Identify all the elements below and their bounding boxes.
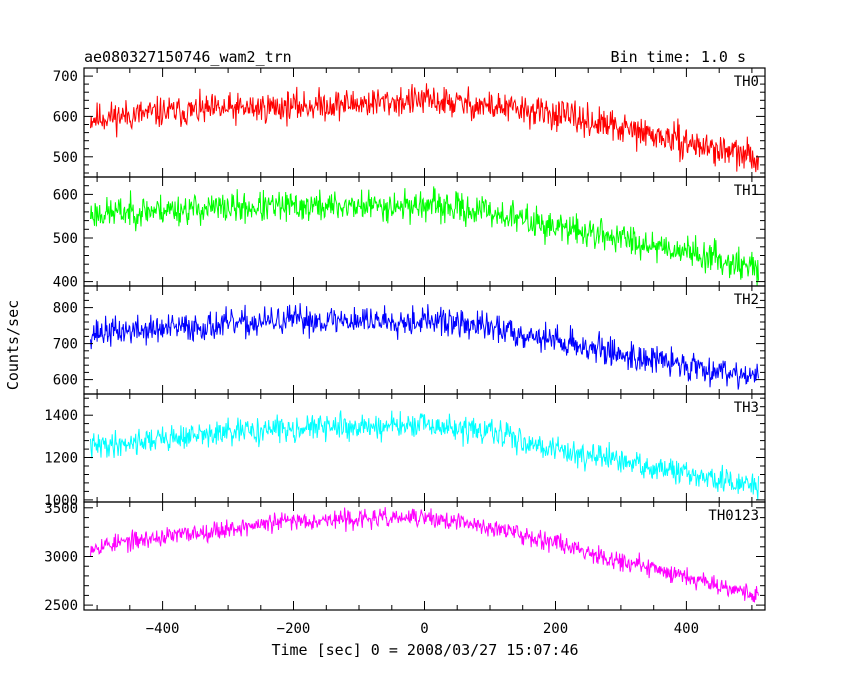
x-tick-label: 400	[674, 621, 699, 637]
y-tick-label: 3000	[44, 550, 78, 566]
y-tick-label: 500	[53, 231, 78, 247]
panel-th1: 400 500 600 TH1	[53, 176, 766, 291]
panel-frame	[83, 285, 766, 395]
panel-th3: 1000 1200 1400 TH3	[44, 393, 766, 509]
y-tick-label: 700	[53, 69, 78, 85]
panel-label: TH0	[734, 74, 759, 90]
panel-label: TH3	[734, 400, 759, 416]
x-axis-label: Time [sec] 0 = 2008/03/27 15:07:46	[271, 641, 578, 659]
y-tick-label: 600	[53, 187, 78, 203]
panel-label: TH2	[734, 292, 759, 308]
panel-frame	[83, 393, 766, 503]
y-tick-label: 700	[53, 337, 78, 353]
panel-th0: 500 600 700 TH0	[53, 67, 766, 178]
y-tick-label: 1200	[44, 451, 78, 467]
series-line-th1	[90, 186, 759, 287]
panel-label: TH0123	[708, 508, 759, 524]
x-tick-label: 0	[420, 621, 428, 637]
y-tick-label: 600	[53, 373, 78, 389]
y-tick-label: 500	[53, 150, 78, 166]
series-line-th3	[90, 410, 759, 500]
bin-time-label: Bin time: 1.0 s	[611, 48, 746, 66]
chart-title: ae080327150746_wam2_trn	[84, 48, 292, 66]
y-axis-label: Counts/sec	[4, 300, 22, 390]
panel-th2: 600 700 800 TH2	[53, 285, 766, 395]
y-tick-label: 600	[53, 109, 78, 125]
y-tick-label: 3500	[44, 501, 78, 517]
panel-frame	[83, 176, 766, 287]
series-line-th0	[90, 83, 759, 173]
series-line-th2	[90, 303, 759, 390]
x-tick-label: 200	[543, 621, 568, 637]
x-tick-label: −200	[277, 621, 311, 637]
panel-th0123: 2500 3000 3500 TH0123	[44, 501, 766, 614]
series-line-th0123	[90, 507, 759, 603]
x-tick-label: −400	[146, 621, 180, 637]
y-tick-label: 1000	[44, 493, 78, 509]
y-tick-label: 1400	[44, 408, 78, 424]
panels: 500 600 700 TH0 400 500 600 TH1 600 700 800 TH2 1000…	[44, 67, 766, 637]
y-tick-label: 400	[53, 275, 78, 291]
y-tick-label: 800	[53, 301, 78, 317]
y-tick-label: 2500	[44, 598, 78, 614]
panel-label: TH1	[734, 183, 759, 199]
